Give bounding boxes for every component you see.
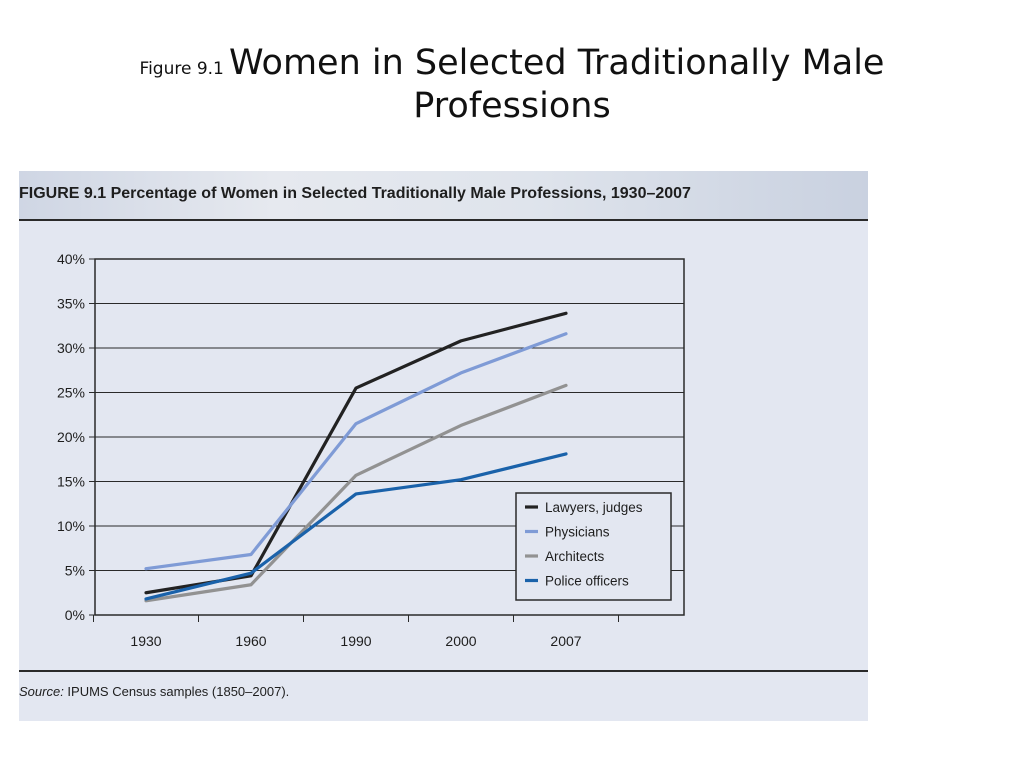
figure-caption: FIGURE 9.1 Percentage of Women in Select… [19,185,691,202]
x-tick-label: 2000 [445,633,476,649]
y-tick-label: 20% [57,429,85,445]
slide-title-prefix: Figure 9.1 [139,59,224,79]
series-line [144,452,568,601]
series-line [144,332,568,571]
x-tick-label: 1990 [340,633,371,649]
source-label: Source: [19,684,64,699]
figure-header: FIGURE 9.1 Percentage of Women in Select… [19,171,868,221]
slide-title-line1: Women in Selected Traditionally Male [228,43,885,83]
y-tick-label: 0% [65,607,85,623]
figure-panel: FIGURE 9.1 Percentage of Women in Select… [19,171,868,721]
y-tick-label: 15% [57,474,85,490]
plot-frame [94,258,685,616]
source-divider [19,670,868,672]
legend-box [515,492,672,601]
legend-label: Architects [545,549,605,564]
legend-label: Physicians [545,525,610,540]
y-tick-label: 25% [57,385,85,401]
x-tick-label: 1930 [130,633,161,649]
legend-label: Police officers [545,574,629,589]
line-chart: 0% 5% 10% 15% 20% 25% 30% 35% 40% 1930 1960 1990 200… [57,251,685,649]
source-text: IPUMS Census samples (1850–2007). [63,684,290,699]
series-line [144,383,568,603]
legend-label: Lawyers, judges [545,500,643,515]
x-tick-label: 1960 [235,633,266,649]
y-tick-label: 40% [57,251,85,267]
y-tick-label: 35% [57,296,85,312]
slide-title-line2: Professions [413,85,611,126]
y-tick-label: 30% [57,340,85,356]
x-tick-label: 2007 [550,633,581,649]
slide-title: Figure 9.1 Women in Selected Traditional… [0,42,1024,127]
y-tick-label: 5% [65,563,85,579]
y-tick-label: 10% [57,518,85,534]
source-note: Source: IPUMS Census samples (1850–2007)… [19,684,289,699]
